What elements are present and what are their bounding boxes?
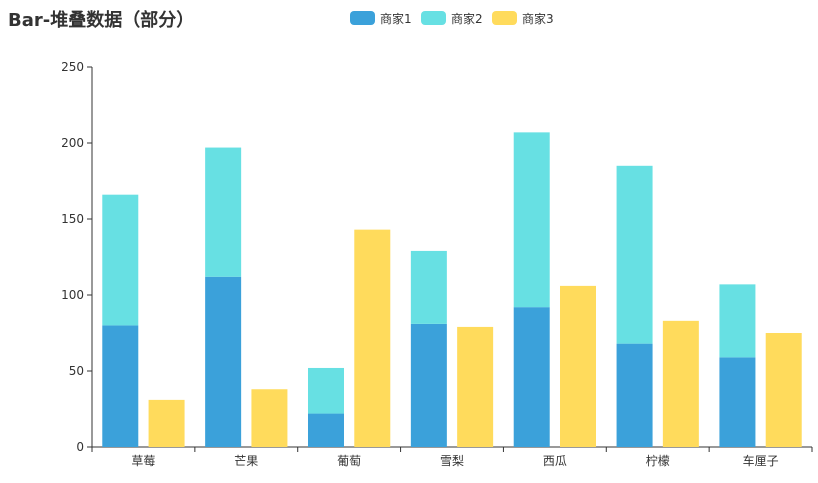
bar-series-1-3[interactable] bbox=[410, 323, 447, 447]
bar-series-3-2[interactable] bbox=[354, 229, 391, 447]
bar-series-3-0[interactable] bbox=[148, 399, 185, 447]
x-tick-label: 西瓜 bbox=[543, 454, 567, 468]
x-tick-label: 柠檬 bbox=[646, 453, 670, 468]
x-tick-label: 雪梨 bbox=[440, 454, 464, 468]
bar-series-1-4[interactable] bbox=[513, 307, 550, 447]
bar-series-1-2[interactable] bbox=[308, 413, 344, 447]
x-axis: 草莓 芒果 葡萄 雪梨 西瓜 柠檬 车厘子 bbox=[91, 446, 813, 468]
chart-title: Bar-堆叠数据（部分） bbox=[8, 10, 195, 31]
legend-label-series-3: 商家3 bbox=[522, 11, 554, 26]
bar-series-3-3[interactable] bbox=[457, 326, 494, 447]
bar-series-2-0[interactable] bbox=[102, 194, 139, 326]
legend-swatch-series-1 bbox=[350, 11, 375, 25]
y-tick-label: 200 bbox=[61, 136, 84, 150]
y-tick-label: 100 bbox=[61, 288, 84, 302]
bar-series-3-4[interactable] bbox=[560, 285, 596, 447]
bar-series-1-1[interactable] bbox=[205, 276, 242, 447]
bar-series-3-5[interactable] bbox=[662, 320, 699, 447]
legend-label-series-2: 商家2 bbox=[451, 11, 483, 26]
bar-series-1-5[interactable] bbox=[616, 343, 653, 447]
bar-series-3-6[interactable] bbox=[765, 333, 802, 447]
bar-series-3-1[interactable] bbox=[251, 389, 288, 447]
legend-swatch-series-3 bbox=[492, 11, 517, 25]
legend-swatch-series-2 bbox=[421, 11, 446, 25]
legend-item-series-3[interactable]: 商家3 bbox=[492, 9, 554, 27]
bar-series-2-1[interactable] bbox=[205, 147, 242, 277]
bar-series-1-0[interactable] bbox=[102, 325, 139, 447]
bar-series-2-3[interactable] bbox=[410, 250, 447, 324]
y-axis: 0 50 100 150 200 250 bbox=[61, 60, 93, 454]
bars bbox=[102, 132, 802, 447]
x-tick-label: 芒果 bbox=[234, 453, 258, 468]
legend-item-series-1[interactable]: 商家1 bbox=[350, 9, 412, 27]
y-tick-label: 50 bbox=[69, 364, 84, 378]
y-tick-label: 150 bbox=[61, 212, 84, 226]
x-tick-label: 葡萄 bbox=[337, 454, 361, 468]
legend: 商家1 商家2 商家3 bbox=[0, 9, 818, 27]
x-tick-label: 车厘子 bbox=[743, 453, 779, 468]
y-tick-label: 0 bbox=[76, 440, 84, 454]
x-tick-label: 草莓 bbox=[131, 454, 155, 468]
legend-item-series-2[interactable]: 商家2 bbox=[421, 9, 483, 27]
legend-label-series-1: 商家1 bbox=[380, 11, 412, 26]
bar-series-2-6[interactable] bbox=[719, 284, 756, 358]
bar-series-2-4[interactable] bbox=[513, 132, 550, 308]
y-tick-label: 250 bbox=[61, 60, 84, 74]
bar-series-2-5[interactable] bbox=[616, 165, 653, 344]
bar-series-2-2[interactable] bbox=[308, 367, 344, 414]
bar-series-1-6[interactable] bbox=[719, 357, 756, 447]
